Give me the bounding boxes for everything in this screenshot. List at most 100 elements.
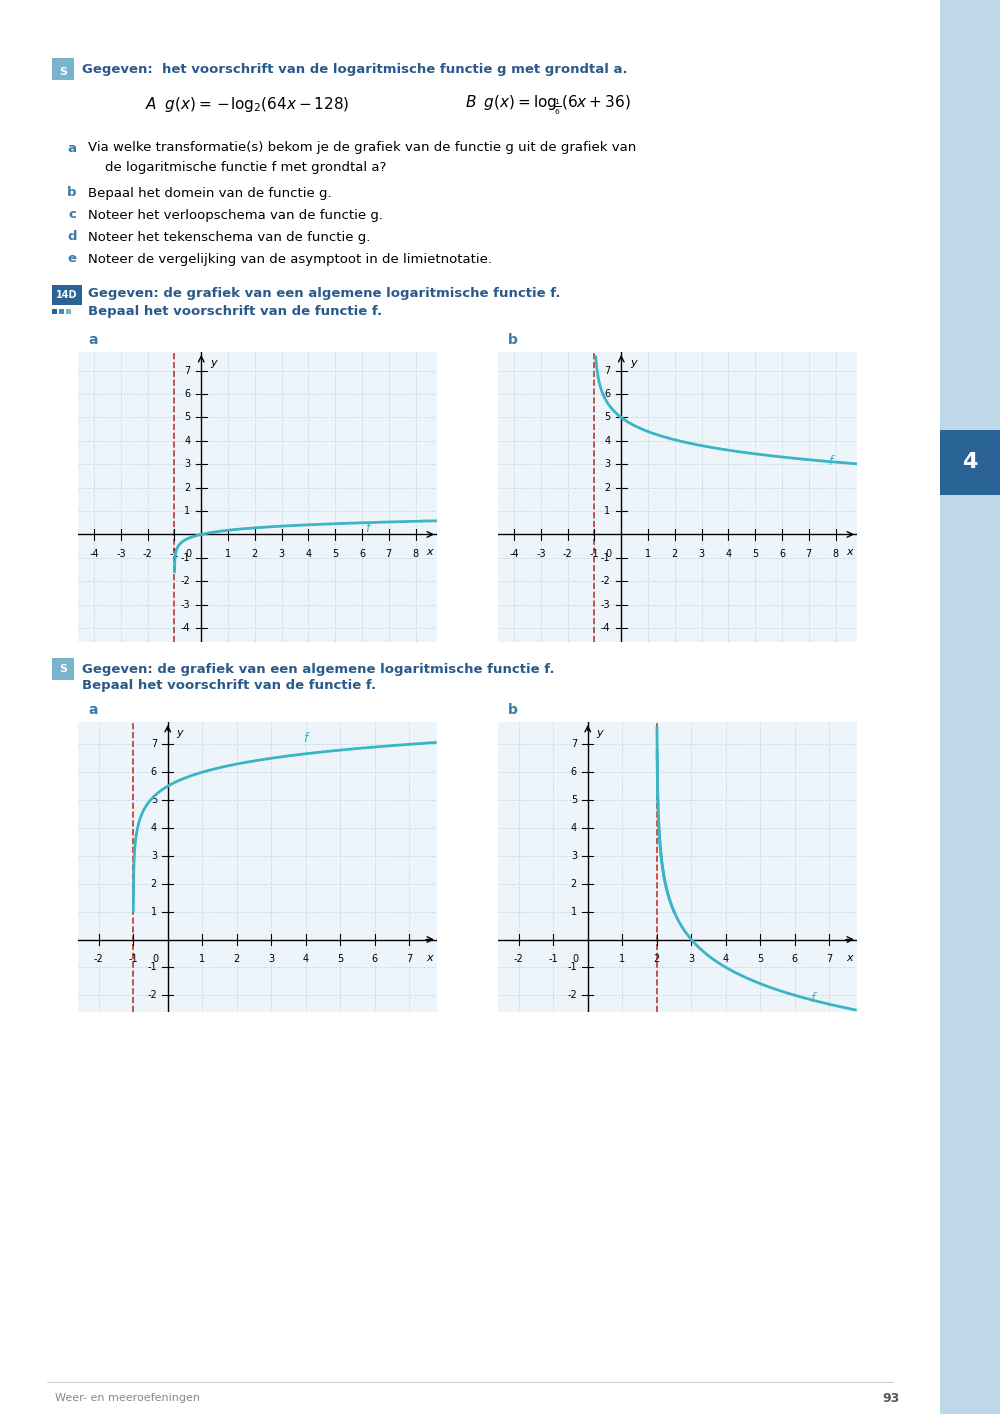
Text: 1: 1 [604, 506, 610, 516]
Text: Gegeven: de grafiek van een algemene logaritmische functie f.: Gegeven: de grafiek van een algemene log… [82, 663, 554, 676]
Text: a: a [88, 334, 98, 346]
Text: -1: -1 [147, 963, 157, 973]
Text: de logaritmische functie f met grondtal a?: de logaritmische functie f met grondtal … [88, 161, 386, 174]
Text: 6: 6 [604, 389, 610, 399]
Text: 2: 2 [654, 954, 660, 964]
Text: -2: -2 [563, 549, 573, 559]
Text: c: c [68, 208, 76, 222]
Text: 1: 1 [619, 954, 625, 964]
Text: 7: 7 [571, 740, 577, 749]
Text: f: f [828, 455, 832, 468]
Text: 5: 5 [184, 413, 190, 423]
Text: 3: 3 [699, 549, 705, 559]
Text: -4: -4 [89, 549, 99, 559]
Bar [52, 658, 74, 680]
Text: f: f [365, 522, 370, 534]
Text: 93: 93 [883, 1391, 900, 1404]
Text: 2: 2 [571, 878, 577, 889]
Text: 8: 8 [413, 549, 419, 559]
Text: -2: -2 [514, 954, 524, 964]
Text: 5: 5 [604, 413, 610, 423]
Text: 6: 6 [779, 549, 785, 559]
Text: 7: 7 [184, 366, 190, 376]
Text: -3: -3 [116, 549, 126, 559]
Text: 4: 4 [303, 954, 309, 964]
Text: 5: 5 [757, 954, 763, 964]
Text: 4: 4 [305, 549, 311, 559]
Text: 1: 1 [151, 906, 157, 916]
Text: 14D: 14D [56, 290, 78, 300]
Bar [940, 430, 1000, 495]
Text: Weer- en meeroefeningen: Weer- en meeroefeningen [55, 1393, 200, 1403]
Text: f: f [810, 991, 814, 1004]
Text: 5: 5 [571, 795, 577, 805]
Text: Noteer het verloopschema van de functie g.: Noteer het verloopschema van de functie … [88, 208, 383, 222]
Text: b: b [508, 703, 518, 717]
Text: -2: -2 [147, 990, 157, 1000]
Text: Bepaal het domein van de functie g.: Bepaal het domein van de functie g. [88, 187, 332, 199]
Text: 6: 6 [359, 549, 365, 559]
Text: 3: 3 [688, 954, 694, 964]
Text: Gegeven: de grafiek van een algemene logaritmische functie f.: Gegeven: de grafiek van een algemene log… [88, 287, 560, 301]
Text: -4: -4 [181, 624, 190, 633]
Text: 5: 5 [337, 954, 343, 964]
Text: 0: 0 [185, 549, 192, 559]
Text: 0: 0 [152, 954, 158, 964]
Text: 3: 3 [279, 549, 285, 559]
Text: 0: 0 [572, 954, 578, 964]
Bar [59, 310, 64, 314]
Text: Gegeven:  het voorschrift van de logaritmische functie g met grondtal a.: Gegeven: het voorschrift van de logaritm… [82, 62, 628, 75]
Text: -1: -1 [181, 553, 190, 563]
Text: 3: 3 [604, 460, 610, 469]
Text: 3: 3 [268, 954, 274, 964]
Text: Noteer het tekenschema van de functie g.: Noteer het tekenschema van de functie g. [88, 230, 370, 243]
Text: 6: 6 [792, 954, 798, 964]
Text: 2: 2 [234, 954, 240, 964]
Text: -3: -3 [601, 600, 610, 609]
Text: $B \;\; g(x) = \log_{\!\frac{1}{6}}\!(6x + 36)$: $B \;\; g(x) = \log_{\!\frac{1}{6}}\!(6x… [465, 93, 631, 116]
Text: 7: 7 [386, 549, 392, 559]
Text: 2: 2 [672, 549, 678, 559]
Text: -2: -2 [601, 575, 610, 587]
Text: -1: -1 [548, 954, 558, 964]
Text: 5: 5 [752, 549, 758, 559]
Text: 5: 5 [332, 549, 338, 559]
Text: 1: 1 [571, 906, 577, 916]
Text: $A \;\; g(x) = -\!\log_2\!(64x - 128)$: $A \;\; g(x) = -\!\log_2\!(64x - 128)$ [145, 96, 349, 115]
Text: 7: 7 [806, 549, 812, 559]
Text: S: S [59, 66, 67, 76]
Text: 6: 6 [151, 768, 157, 778]
Text: 0: 0 [605, 549, 612, 559]
Text: f: f [304, 732, 308, 745]
Text: 1: 1 [225, 549, 231, 559]
Text: a: a [68, 141, 76, 154]
Text: 3: 3 [571, 851, 577, 861]
Text: y: y [177, 728, 183, 738]
Text: 7: 7 [826, 954, 833, 964]
Text: 1: 1 [199, 954, 205, 964]
Text: Noteer de vergelijking van de asymptoot in de limietnotatie.: Noteer de vergelijking van de asymptoot … [88, 253, 492, 266]
Text: -3: -3 [181, 600, 190, 609]
Text: -1: -1 [601, 553, 610, 563]
Text: d: d [67, 230, 77, 243]
Text: x: x [427, 547, 433, 557]
Text: 4: 4 [184, 436, 190, 445]
Text: y: y [630, 358, 637, 368]
Text: 4: 4 [151, 823, 157, 833]
Text: 6: 6 [571, 768, 577, 778]
Bar [66, 310, 71, 314]
Bar [52, 310, 57, 314]
Text: x: x [847, 547, 853, 557]
Text: Bepaal het voorschrift van de functie f.: Bepaal het voorschrift van de functie f. [88, 305, 382, 318]
Text: -4: -4 [509, 549, 519, 559]
Text: -1: -1 [170, 549, 179, 559]
Text: -2: -2 [94, 954, 104, 964]
Text: 5: 5 [151, 795, 157, 805]
Text: -3: -3 [536, 549, 546, 559]
Text: 4: 4 [604, 436, 610, 445]
Text: 4: 4 [723, 954, 729, 964]
Text: 2: 2 [604, 482, 610, 492]
Text: 4: 4 [725, 549, 731, 559]
Text: Bepaal het voorschrift van de functie f.: Bepaal het voorschrift van de functie f. [82, 680, 376, 693]
Text: -2: -2 [567, 990, 577, 1000]
